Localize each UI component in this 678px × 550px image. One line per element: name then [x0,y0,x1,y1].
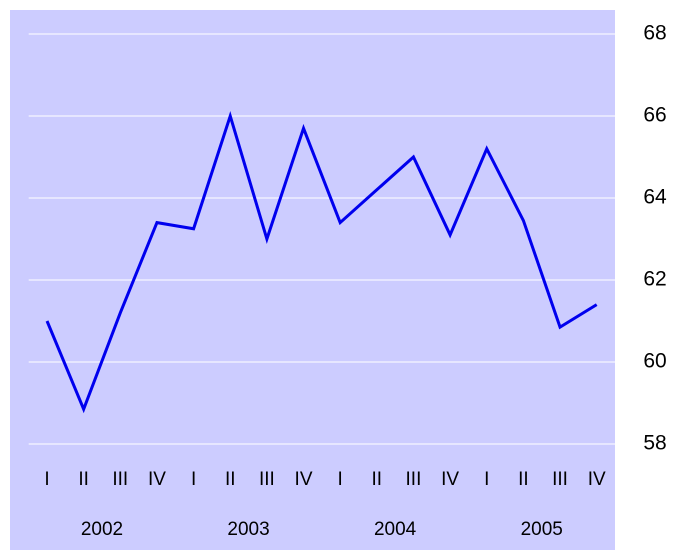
x-tick-label: IV [588,469,606,490]
y-tick-label: 66 [643,104,666,127]
y-tick-label: 60 [643,350,666,373]
x-tick-label: I [484,469,489,490]
x-group-label: 2005 [521,519,563,540]
data-line [45,110,598,414]
x-group-label: 2003 [227,519,269,540]
x-group-label: 2002 [81,519,123,540]
x-tick-label: IV [148,469,166,490]
x-tick-label: II [225,469,236,490]
x-tick-label: I [44,469,49,490]
x-tick-label: III [406,469,422,490]
x-tick-label: II [372,469,383,490]
x-tick-label: II [518,469,529,490]
x-tick-label: II [78,469,89,490]
x-tick-label: IV [295,469,313,490]
x-tick-label: I [338,469,343,490]
x-tick-label: IV [441,469,459,490]
y-tick-label: 58 [643,432,666,455]
x-tick-label: III [112,469,128,490]
x-tick-label: I [191,469,196,490]
x-group-label: 2004 [374,519,417,540]
y-tick-label: 64 [643,186,667,209]
x-tick-label: III [259,469,275,490]
y-tick-label: 68 [643,22,666,45]
y-tick-label: 62 [643,268,666,291]
x-tick-label: III [552,469,568,490]
